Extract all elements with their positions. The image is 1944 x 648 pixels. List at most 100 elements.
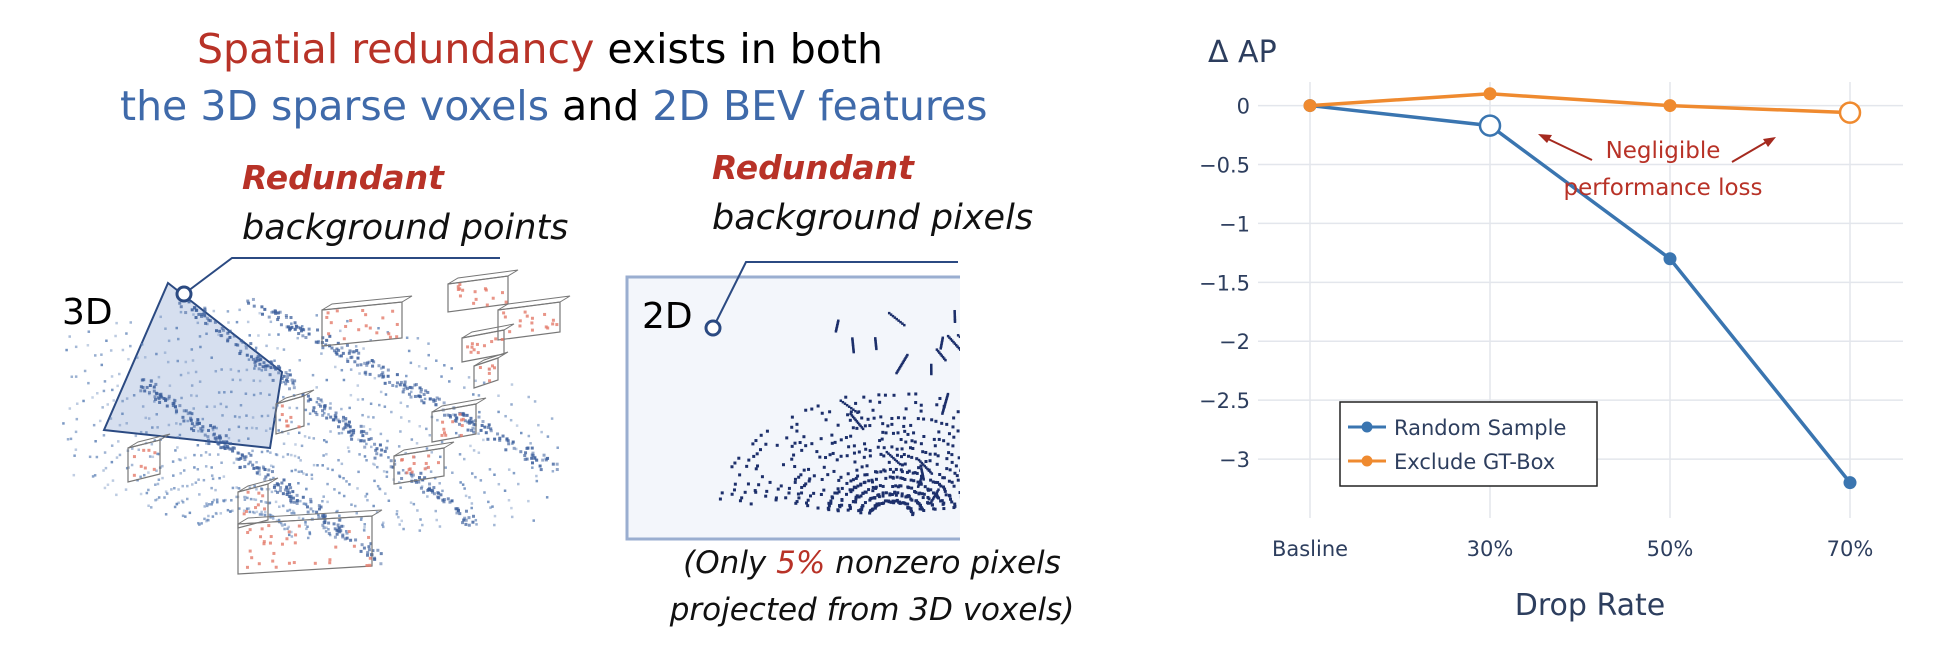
voxel-point: [477, 394, 481, 397]
voxel-point: [212, 432, 216, 436]
voxel-point: [192, 424, 196, 428]
voxel-point: [139, 430, 143, 434]
voxel-point: [206, 322, 209, 326]
bev-pixel: [890, 493, 894, 497]
voxel-point: [426, 390, 430, 394]
voxel-point: [194, 308, 198, 312]
voxel-point: [376, 548, 380, 552]
voxel-point: [406, 405, 409, 408]
voxel-point: [367, 545, 371, 549]
bev-pixel: [850, 414, 854, 417]
voxel-point: [393, 459, 396, 462]
bev-pixel: [923, 464, 926, 468]
voxel-point: [484, 431, 488, 435]
bev-pixel: [859, 424, 862, 428]
bev-pixel: [737, 456, 741, 460]
voxel-point: [252, 304, 256, 308]
bev-pixel: [958, 491, 960, 495]
voxel-point: [345, 343, 349, 347]
voxel-point: [388, 380, 392, 384]
bev-pixel: [854, 486, 858, 490]
voxel-point: [277, 518, 281, 522]
voxel-point: [423, 397, 427, 401]
voxel-point: [504, 414, 507, 418]
voxel-point: [319, 404, 323, 408]
voxel-point: [245, 426, 248, 430]
voxel-point: [448, 415, 452, 419]
bev-pixel: [836, 322, 839, 326]
voxel-point: [551, 470, 555, 473]
bev-pixel: [919, 442, 923, 446]
voxel-point: [219, 446, 223, 450]
bev-pixel: [937, 496, 941, 500]
bev-pixel: [944, 401, 947, 405]
voxel-point: [308, 397, 312, 401]
voxel-point: [124, 488, 128, 491]
voxel-point: [199, 427, 203, 431]
voxel-point: [110, 375, 114, 378]
voxel-point: [282, 348, 286, 351]
voxel-point: [279, 486, 283, 490]
bev-pixel: [877, 502, 881, 506]
voxel-point: [259, 500, 263, 503]
voxel-point: [267, 487, 271, 491]
bev-pixel: [900, 494, 904, 498]
voxel-point: [197, 429, 200, 433]
voxel-point: [214, 438, 218, 442]
voxel-point: [263, 477, 267, 481]
object-point: [269, 535, 273, 539]
voxel-point: [399, 380, 403, 384]
voxel-point: [378, 443, 382, 447]
bev-pixel: [950, 480, 954, 484]
bev-pixel: [829, 499, 833, 503]
voxel-point: [427, 353, 430, 357]
bev-pixel: [911, 513, 915, 517]
voxel-point: [111, 388, 114, 392]
bev-pixel: [802, 484, 806, 488]
voxel-point: [203, 433, 207, 437]
voxel-point: [254, 498, 258, 502]
bev-pixel: [851, 426, 855, 430]
voxel-point: [532, 519, 535, 522]
voxel-point: [171, 460, 175, 463]
voxel-point: [400, 519, 403, 523]
bev-pixel: [730, 465, 734, 469]
voxel-point: [223, 447, 227, 451]
voxel-point: [238, 507, 241, 510]
voxel-point: [493, 437, 497, 441]
bev-pixel: [906, 353, 909, 357]
bev-pixel: [852, 349, 855, 352]
object-point: [525, 314, 529, 318]
voxel-point: [410, 390, 413, 394]
bev-pixel: [900, 362, 904, 366]
voxel-point: [345, 532, 348, 535]
voxel-point: [486, 437, 490, 441]
voxel-point: [260, 488, 264, 491]
voxel-point: [264, 429, 268, 432]
voxel-point: [417, 480, 421, 484]
voxel-point: [471, 520, 475, 524]
voxel-point: [207, 442, 211, 446]
object-point: [470, 345, 474, 349]
object-point: [387, 332, 391, 336]
voxel-point: [186, 419, 189, 423]
object-point: [543, 312, 547, 316]
bev-pixel: [920, 467, 923, 471]
voxel-point: [219, 402, 223, 406]
bev-pixel: [863, 501, 867, 505]
voxel-point: [103, 451, 107, 454]
voxel-point: [286, 509, 289, 513]
voxel-point: [208, 319, 212, 323]
bev-pixel: [798, 441, 802, 445]
bev-pixel: [856, 474, 860, 478]
voxel-point: [315, 413, 319, 417]
bev-pixel: [931, 497, 935, 500]
voxel-point: [541, 458, 545, 462]
annotation-line-1: Negligible: [1606, 138, 1721, 164]
voxel-point: [425, 447, 429, 450]
voxel-point: [342, 525, 345, 528]
bev-pixel: [877, 495, 881, 499]
voxel-point: [489, 427, 493, 431]
voxel-point: [309, 497, 313, 501]
voxel-point: [442, 498, 446, 502]
